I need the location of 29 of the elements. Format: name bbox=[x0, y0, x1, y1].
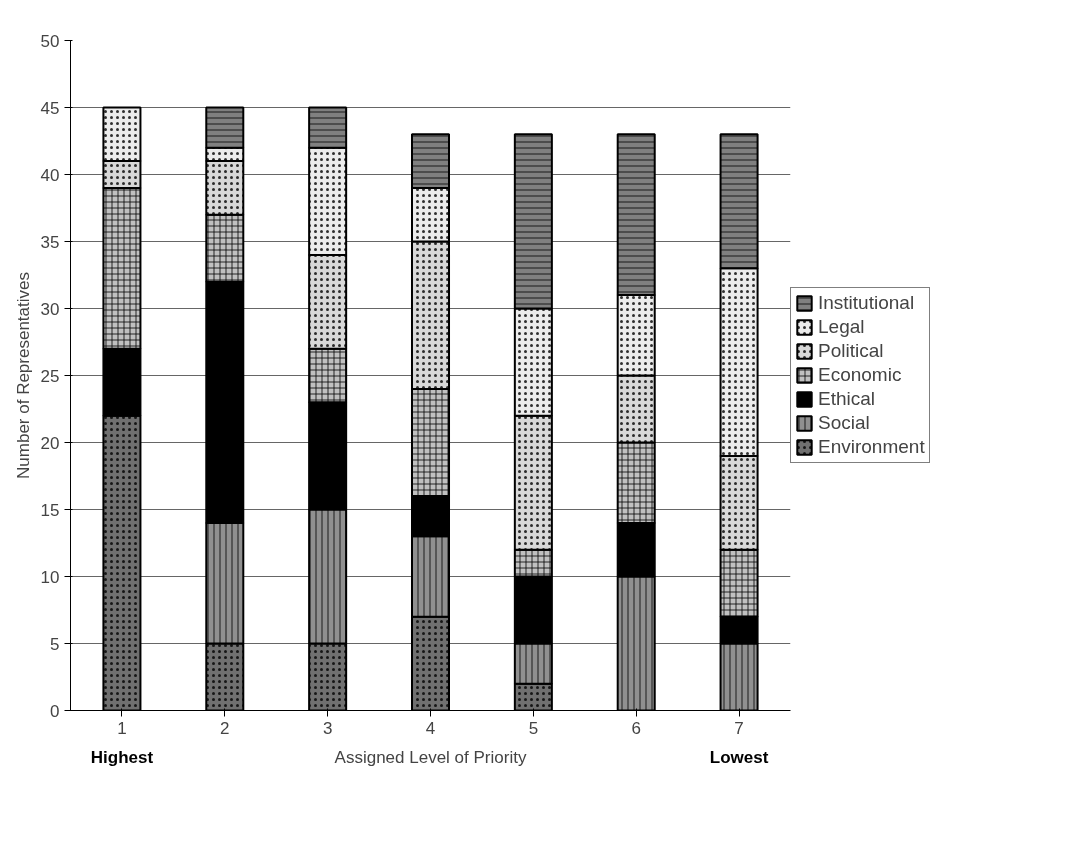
y-tick-label: 10 bbox=[40, 567, 60, 587]
y-tick-label: 5 bbox=[50, 634, 60, 654]
legend-label: Social bbox=[818, 412, 870, 434]
y-tick-label: 45 bbox=[40, 98, 60, 118]
text: Highest bbox=[90, 747, 154, 767]
y-tick-label: 20 bbox=[40, 433, 60, 453]
y-tick-label: 0 bbox=[50, 701, 60, 721]
y-tick-label: 35 bbox=[40, 232, 60, 252]
x-tick-label: 7 bbox=[734, 718, 744, 738]
x-axis-title: Assigned Level of Priority bbox=[334, 747, 527, 767]
y-tick-label: 25 bbox=[40, 366, 60, 386]
x-tick-label: 6 bbox=[631, 718, 641, 738]
legend-label: Institutional bbox=[818, 292, 915, 314]
legend-label: Legal bbox=[818, 316, 865, 338]
x-tick-label: 4 bbox=[425, 718, 436, 738]
x-tick-label: 2 bbox=[220, 718, 230, 738]
legend-label: Economic bbox=[818, 364, 902, 386]
legend-label: Environment bbox=[818, 436, 925, 458]
legend-label: Ethical bbox=[818, 388, 876, 410]
y-tick-label: 15 bbox=[40, 500, 60, 520]
y-axis-title: Number of Representatives bbox=[13, 272, 33, 479]
y-tick-label: 30 bbox=[40, 299, 60, 319]
y-tick-label: 50 bbox=[40, 31, 60, 51]
x-tick-label: 3 bbox=[322, 718, 333, 738]
y-tick-label: 40 bbox=[40, 165, 60, 185]
x-tick-label: 5 bbox=[528, 718, 539, 738]
legend-label: Political bbox=[818, 340, 884, 362]
text: Lowest bbox=[709, 747, 769, 767]
x-tick-label: 1 bbox=[117, 718, 127, 738]
